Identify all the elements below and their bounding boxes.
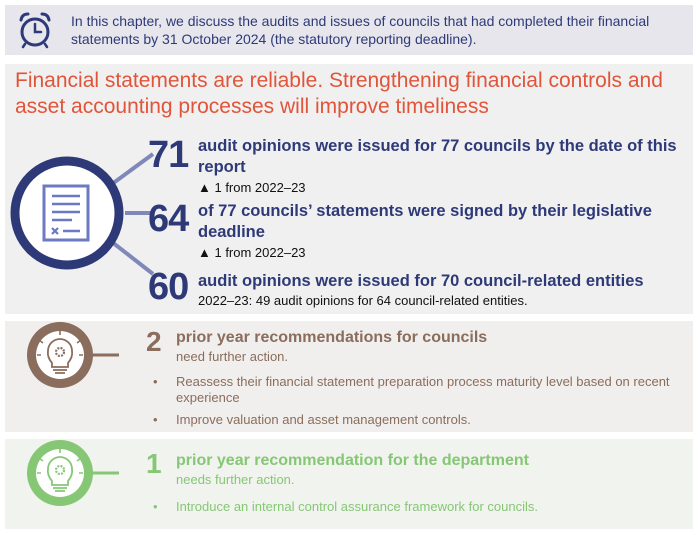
banner-text: In this chapter, we discuss the audits a… bbox=[71, 13, 650, 47]
chapter-banner: In this chapter, we discuss the audits a… bbox=[5, 5, 693, 55]
alarm-clock-icon bbox=[19, 12, 51, 49]
recommendation-department: 1 prior year recommendation for the depa… bbox=[5, 439, 693, 529]
recommendation-subtitle: needs further action. bbox=[176, 472, 295, 487]
recommendation-subtitle: need further action. bbox=[176, 349, 289, 364]
recommendation-title: prior year recommendations for councils bbox=[176, 329, 488, 346]
findings-title: Financial statements are reliable. Stren… bbox=[15, 69, 663, 118]
stat-number-3: 60 bbox=[148, 266, 189, 308]
stat-change-1: ▲ 1 from 2022–23 bbox=[198, 180, 306, 195]
stat-text-2: of 77 councils’ statements were signed b… bbox=[198, 202, 652, 241]
stat-number-2: 64 bbox=[148, 198, 189, 240]
stat-text-3: audit opinions were issued for 70 counci… bbox=[198, 272, 644, 290]
stat-note-3: 2022–23: 49 audit opinions for 64 counci… bbox=[198, 293, 528, 308]
stat-number-1: 71 bbox=[148, 134, 189, 176]
recommendation-count: 2 bbox=[146, 326, 162, 357]
list-item: Reassess their financial statement prepa… bbox=[153, 374, 673, 406]
stat-change-2: ▲ 1 from 2022–23 bbox=[198, 245, 306, 260]
findings-panel: Financial statements are reliable. Stren… bbox=[5, 64, 693, 314]
document-icon bbox=[10, 152, 155, 276]
list-item: Improve valuation and asset management c… bbox=[153, 412, 673, 428]
recommendation-title: prior year recommendation for the depart… bbox=[176, 452, 529, 469]
recommendation-count: 1 bbox=[146, 448, 162, 479]
lightbulb-gear-icon bbox=[27, 322, 119, 388]
lightbulb-gear-icon bbox=[27, 440, 119, 506]
recommendation-councils: 2 prior year recommendations for council… bbox=[5, 321, 693, 432]
stat-text-1: audit opinions were issued for 77 counci… bbox=[198, 137, 677, 176]
list-item: Introduce an internal control assurance … bbox=[153, 499, 673, 515]
